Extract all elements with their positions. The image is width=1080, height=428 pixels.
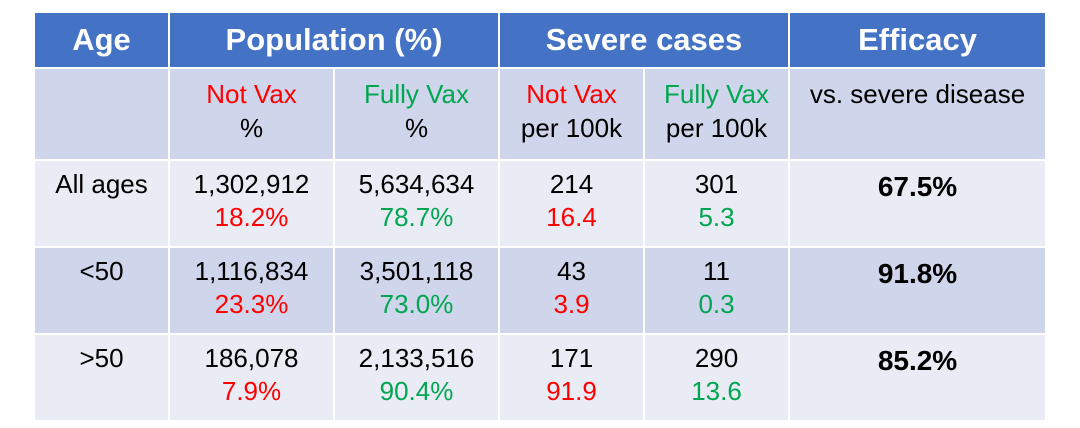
- vaccination-table: Age Population (%) Severe cases Efficacy…: [33, 11, 1048, 422]
- subheader-sev-not-vax: Not Vax per 100k: [498, 67, 646, 161]
- age-cell: >50: [33, 333, 170, 422]
- subheader-pop-fully-vax-label: Fully Vax: [364, 79, 469, 109]
- pop-fully-vax-cell: 2,133,516 90.4%: [332, 333, 501, 422]
- pop-not-vax-cell: 1,116,834 23.3%: [168, 246, 335, 335]
- age-label: All ages: [55, 169, 148, 199]
- header-row: Age Population (%) Severe cases Efficacy: [33, 11, 1048, 69]
- pop-not-vax-cell: 1,302,912 18.2%: [168, 159, 335, 248]
- sev-fully-vax-rate: 0.3: [698, 289, 735, 319]
- age-label: <50: [79, 256, 124, 286]
- pop-not-vax-pct: 7.9%: [221, 376, 282, 406]
- efficacy-cell: 91.8%: [788, 246, 1048, 335]
- subheader-efficacy: vs. severe disease: [788, 67, 1048, 161]
- pop-fully-vax-count: 5,634,634: [358, 169, 475, 199]
- pop-not-vax-pct: 18.2%: [214, 202, 289, 232]
- header-age: Age: [33, 11, 170, 69]
- sev-fully-vax-cell: 301 5.3: [643, 159, 791, 248]
- subheader-sev-not-vax-label: Not Vax: [526, 79, 617, 109]
- subheader-row: Not Vax % Fully Vax % Not Vax per 100k F…: [33, 67, 1048, 161]
- sev-not-vax-rate: 3.9: [553, 289, 590, 319]
- pop-not-vax-count: 1,116,834: [194, 256, 309, 286]
- age-cell: All ages: [33, 159, 170, 248]
- table-row-over-50: >50 186,078 7.9% 2,133,516 90.4% 171 91.…: [33, 333, 1048, 422]
- age-label: >50: [79, 343, 124, 373]
- sev-not-vax-count: 214: [549, 169, 594, 199]
- sev-fully-vax-rate: 5.3: [698, 202, 735, 232]
- pop-not-vax-count: 186,078: [204, 343, 299, 373]
- subheader-pop-not-vax-unit: %: [239, 113, 264, 143]
- pop-fully-vax-count: 3,501,118: [359, 256, 474, 286]
- pop-fully-vax-cell: 5,634,634 78.7%: [332, 159, 501, 248]
- subheader-pop-not-vax: Not Vax %: [168, 67, 335, 161]
- pop-not-vax-pct: 23.3%: [214, 289, 289, 319]
- sev-not-vax-rate: 91.9: [546, 376, 597, 406]
- sev-fully-vax-count: 11: [703, 256, 731, 286]
- table-row-under-50: <50 1,116,834 23.3% 3,501,118 73.0% 43 3…: [33, 246, 1048, 335]
- sev-fully-vax-cell: 290 13.6: [643, 333, 791, 422]
- sev-not-vax-cell: 214 16.4: [498, 159, 646, 248]
- subheader-sev-fully-vax: Fully Vax per 100k: [643, 67, 791, 161]
- pop-fully-vax-pct: 78.7%: [379, 202, 454, 232]
- pop-fully-vax-count: 2,133,516: [358, 343, 475, 373]
- efficacy-value: 85.2%: [877, 345, 958, 376]
- efficacy-cell: 85.2%: [788, 333, 1048, 422]
- sev-fully-vax-count: 290: [694, 343, 739, 373]
- subheader-efficacy-desc: vs. severe disease: [809, 79, 1026, 109]
- sev-fully-vax-rate: 13.6: [691, 376, 742, 406]
- subheader-age-empty: [33, 67, 170, 161]
- sev-not-vax-cell: 171 91.9: [498, 333, 646, 422]
- subheader-sev-fully-vax-unit: per 100k: [665, 113, 768, 143]
- sev-not-vax-count: 43: [557, 256, 586, 286]
- subheader-sev-fully-vax-label: Fully Vax: [664, 79, 770, 109]
- sev-not-vax-count: 171: [549, 343, 594, 373]
- header-efficacy: Efficacy: [788, 11, 1048, 69]
- pop-fully-vax-pct: 90.4%: [379, 376, 454, 406]
- efficacy-value: 67.5%: [877, 171, 958, 202]
- subheader-sev-not-vax-unit: per 100k: [520, 113, 623, 143]
- sev-not-vax-cell: 43 3.9: [498, 246, 646, 335]
- efficacy-cell: 67.5%: [788, 159, 1048, 248]
- sev-fully-vax-cell: 11 0.3: [643, 246, 791, 335]
- sev-fully-vax-count: 301: [694, 169, 739, 199]
- pop-not-vax-cell: 186,078 7.9%: [168, 333, 335, 422]
- subheader-pop-fully-vax-unit: %: [404, 113, 429, 143]
- pop-fully-vax-cell: 3,501,118 73.0%: [332, 246, 501, 335]
- pop-fully-vax-pct: 73.0%: [379, 289, 454, 319]
- subheader-pop-fully-vax: Fully Vax %: [332, 67, 501, 161]
- age-cell: <50: [33, 246, 170, 335]
- pop-not-vax-count: 1,302,912: [193, 169, 310, 199]
- efficacy-value: 91.8%: [877, 258, 958, 289]
- table-row-all-ages: All ages 1,302,912 18.2% 5,634,634 78.7%…: [33, 159, 1048, 248]
- header-population: Population (%): [167, 11, 501, 69]
- header-severe-cases: Severe cases: [498, 11, 791, 69]
- sev-not-vax-rate: 16.4: [546, 202, 597, 232]
- subheader-pop-not-vax-label: Not Vax: [206, 79, 297, 109]
